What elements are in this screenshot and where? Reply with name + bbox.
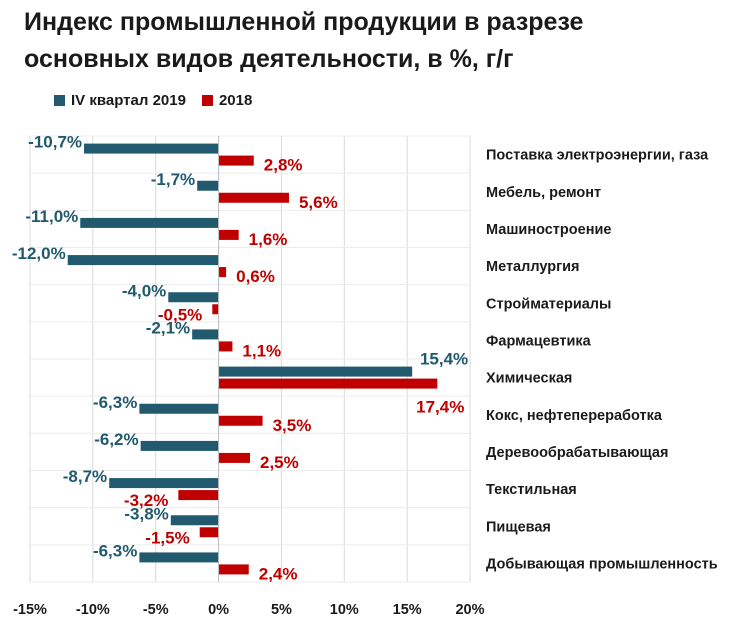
bar-2019 (170, 515, 219, 526)
data-label-2019: 15,4% (420, 350, 468, 369)
data-label-2018: -0,5% (158, 305, 202, 324)
category-label: Поставка электроэнергии, газа (486, 148, 709, 164)
category-label: Металлургия (486, 259, 580, 275)
data-label-2018: 1,1% (242, 341, 281, 360)
category-label: Кокс, нефтепереработка (486, 408, 663, 424)
data-label-2018: 1,6% (249, 230, 288, 249)
chart-title: Индекс промышленной продукции в разрезе … (24, 4, 724, 78)
data-label-2019: -11,0% (25, 207, 78, 226)
legend-item-2018: 2018 (201, 92, 253, 109)
data-label-2019: -2,1% (146, 318, 190, 337)
bar-2019 (139, 552, 219, 563)
category-label: Текстильная (486, 482, 577, 498)
x-tick-label: 0% (208, 602, 229, 618)
bar-2018 (218, 192, 289, 203)
category-label: Машиностроение (486, 222, 611, 238)
title-line-1: Индекс промышленной продукции в разрезе (24, 8, 584, 36)
data-label-2019: -6,3% (93, 541, 137, 560)
data-label-2018: 0,6% (236, 267, 275, 286)
data-label-2018: -3,2% (124, 491, 168, 510)
data-label-2019: -12,0% (12, 244, 66, 263)
bar-2019 (197, 180, 219, 191)
category-label: Стройматериалы (486, 296, 611, 312)
bar-2019 (140, 440, 219, 451)
data-label-2019: -1,7% (151, 170, 195, 189)
title-line-2: основных видов деятельности, в %, г/г (24, 45, 514, 73)
bar-2019 (84, 143, 219, 154)
data-label-2019: -4,0% (122, 281, 166, 300)
bar-2018 (218, 229, 239, 240)
bar-2019 (139, 403, 219, 414)
bar-2019 (168, 292, 219, 303)
data-label-2018: 2,8% (264, 156, 303, 175)
bar-2018 (218, 341, 233, 352)
bar-2018 (218, 155, 254, 166)
data-label-2018: 5,6% (299, 193, 338, 212)
data-label-2019: -6,2% (94, 430, 138, 449)
data-label-2019: -8,7% (63, 467, 107, 486)
data-label-2018: 2,5% (260, 453, 299, 472)
bar-2019 (109, 478, 219, 489)
bar-2018 (218, 564, 249, 575)
x-tick-label: -5% (143, 602, 169, 618)
legend-swatch-2018 (201, 95, 213, 106)
legend-item-2019: IV квартал 2019 (54, 92, 186, 109)
x-tick-label: 20% (455, 602, 484, 618)
category-label: Химическая (486, 371, 572, 387)
x-tick-label: -15% (13, 602, 47, 618)
data-label-2018: 17,4% (416, 398, 464, 417)
bar-2019 (80, 217, 219, 228)
data-label-2019: -6,3% (93, 393, 137, 412)
x-tick-label: 15% (393, 602, 422, 618)
bar-2018 (218, 415, 263, 426)
bar-2019 (192, 329, 219, 340)
category-label: Фармацевтика (486, 333, 592, 349)
bar-2019 (218, 366, 413, 377)
legend-swatch-2019 (54, 95, 65, 106)
data-label-2019: -10,7% (28, 133, 82, 152)
category-label: Мебель, ремонт (486, 185, 601, 201)
data-label-2018: 2,4% (259, 564, 298, 583)
bar-2018 (218, 452, 250, 463)
data-label-2018: 3,5% (273, 416, 312, 435)
bar-2018 (218, 378, 438, 389)
category-label: Пищевая (486, 519, 551, 535)
x-tick-label: -10% (76, 602, 110, 618)
bar-2018 (199, 527, 219, 538)
category-label: Добывающая промышленность (486, 556, 718, 572)
legend-label-2019: IV квартал 2019 (71, 92, 186, 109)
legend-label-2018: 2018 (218, 92, 253, 109)
bar-2018 (212, 304, 219, 315)
category-label: Деревообрабатывающая (486, 445, 668, 461)
bar-2018 (218, 267, 227, 278)
x-tick-label: 10% (330, 602, 359, 618)
bar-2019 (67, 255, 219, 266)
x-tick-label: 5% (271, 602, 292, 618)
legend: IV квартал 2019 2018 (54, 92, 252, 109)
bar-2018 (178, 490, 219, 501)
data-label-2019: -3,8% (124, 504, 168, 523)
data-label-2018: -1,5% (145, 528, 189, 547)
